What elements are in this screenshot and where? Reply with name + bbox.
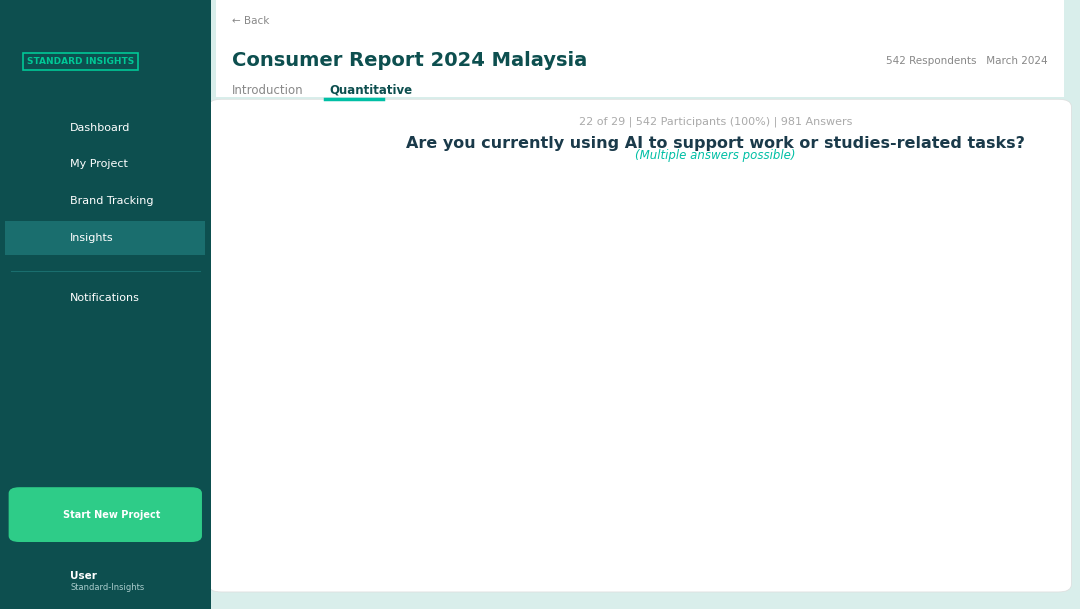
Text: ← Back: ← Back xyxy=(232,16,270,26)
Text: 3.6%: 3.6% xyxy=(526,506,559,519)
Text: 0.7%: 0.7% xyxy=(437,540,471,553)
Text: 17.7%: 17.7% xyxy=(957,172,997,185)
Text: Introduction: Introduction xyxy=(232,83,303,97)
Bar xyxy=(410,237,718,254)
Bar xyxy=(410,437,594,455)
Text: 542 Respondents   March 2024: 542 Respondents March 2024 xyxy=(886,56,1048,66)
Bar xyxy=(410,504,521,521)
Text: 22 of 29 | 542 Participants (100%) | 981 Answers: 22 of 29 | 542 Participants (100%) | 981… xyxy=(579,116,852,127)
Text: Quantitative: Quantitative xyxy=(329,83,413,97)
Bar xyxy=(410,303,798,321)
Text: Dashboard: Dashboard xyxy=(70,123,131,133)
Text: 14.2%: 14.2% xyxy=(850,339,891,352)
Text: Brand Tracking: Brand Tracking xyxy=(70,196,153,206)
Text: STANDARD INSIGHTS: STANDARD INSIGHTS xyxy=(27,57,134,66)
Text: Consumer Report 2024 Malaysia: Consumer Report 2024 Malaysia xyxy=(232,51,588,71)
Text: 5.2%: 5.2% xyxy=(576,473,608,486)
Bar xyxy=(410,404,554,421)
Text: (Multiple answers possible): (Multiple answers possible) xyxy=(635,149,796,162)
Text: 12.7%: 12.7% xyxy=(804,306,845,319)
Bar xyxy=(410,337,843,354)
Text: Are you currently using AI to support work or studies-related tasks?: Are you currently using AI to support wo… xyxy=(406,136,1025,150)
Text: Start New Project: Start New Project xyxy=(63,510,160,519)
Bar xyxy=(410,170,950,187)
Text: 9.0%: 9.0% xyxy=(691,373,724,385)
Text: My Project: My Project xyxy=(70,160,129,169)
Text: 10.5%: 10.5% xyxy=(737,205,778,219)
Text: 5.6%: 5.6% xyxy=(588,272,620,285)
Bar xyxy=(410,270,581,287)
Text: 6.0%: 6.0% xyxy=(599,440,632,452)
Bar xyxy=(410,538,432,555)
Text: Standard-Insights: Standard-Insights xyxy=(70,583,145,592)
Text: 4.7%: 4.7% xyxy=(559,406,593,419)
Text: Notifications: Notifications xyxy=(70,294,140,303)
Bar xyxy=(410,203,731,220)
Text: User: User xyxy=(70,571,97,580)
Text: Insights: Insights xyxy=(70,233,113,242)
Bar xyxy=(410,471,569,488)
Bar xyxy=(410,370,685,388)
Text: 10.1%: 10.1% xyxy=(725,239,766,252)
